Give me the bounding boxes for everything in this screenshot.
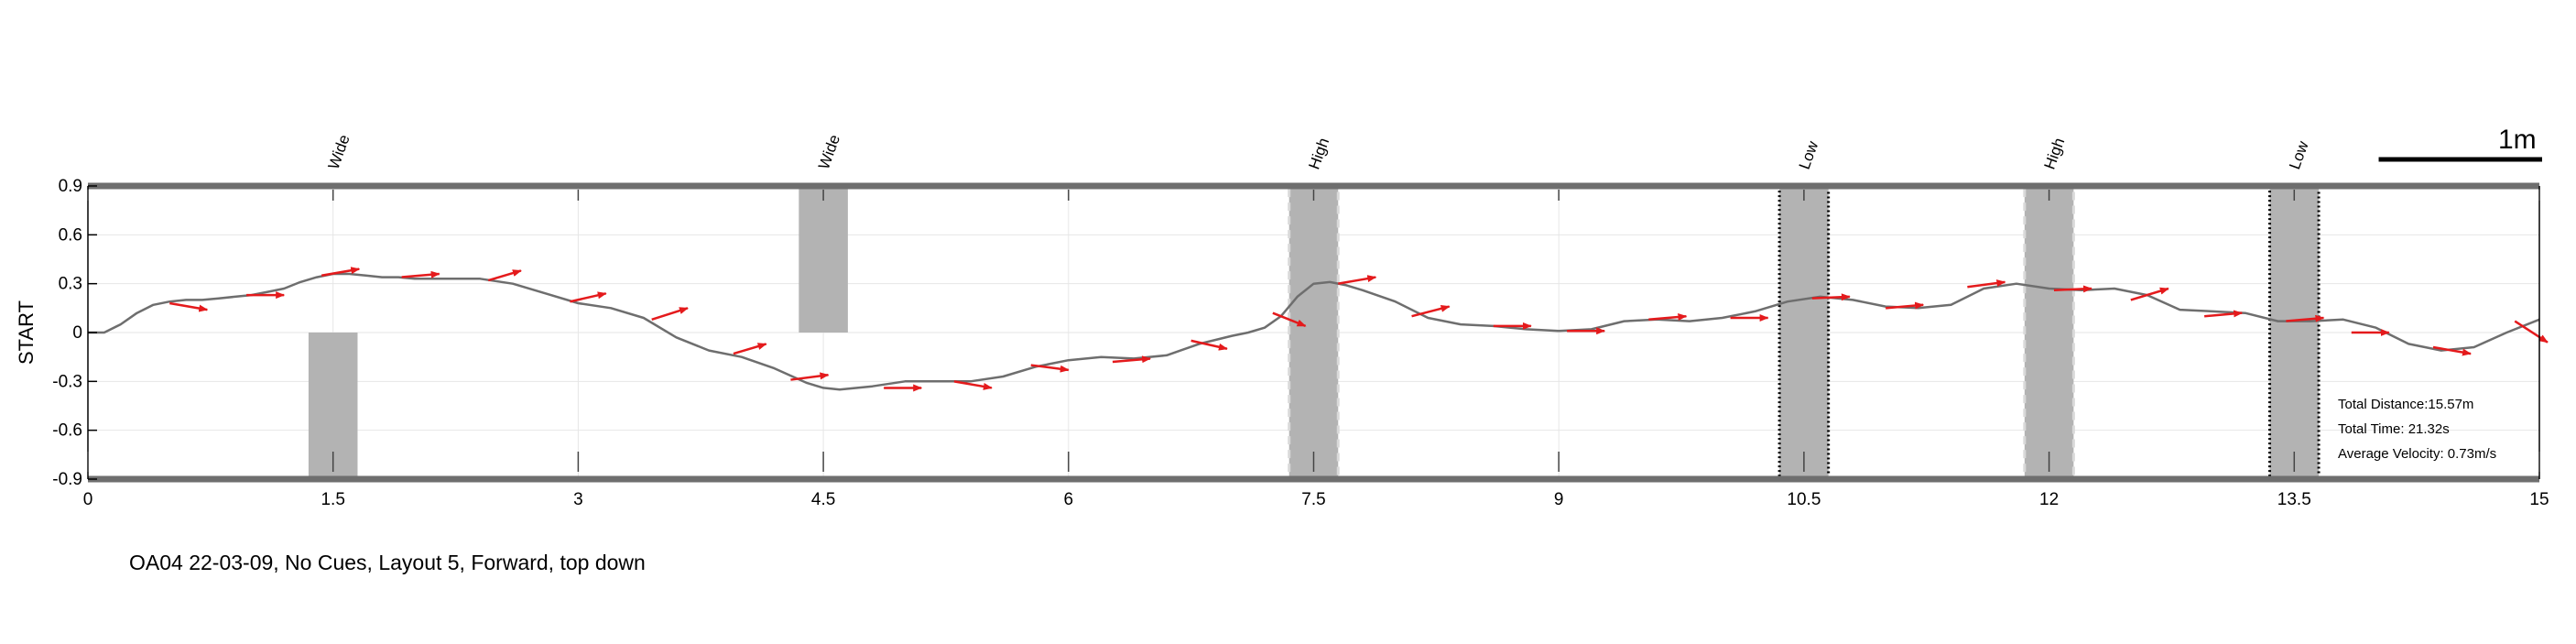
y-tick-label: -0.9 xyxy=(52,470,82,489)
obstacle-label: Wide xyxy=(325,132,353,171)
heading-arrow xyxy=(1338,275,1377,285)
heading-arrow xyxy=(2053,285,2093,293)
heading-arrow xyxy=(2204,310,2244,318)
heading-arrow xyxy=(2514,320,2549,344)
heading-arrow xyxy=(2130,287,2169,301)
y-tick-label: 0.6 xyxy=(59,225,82,245)
heading-arrow xyxy=(401,270,440,278)
y-tick-label: 0.3 xyxy=(59,275,82,294)
heading-arrow xyxy=(733,343,767,355)
figure-caption: OA04 22-03-09, No Cues, Layout 5, Forwar… xyxy=(129,551,646,574)
heading-arrow xyxy=(1811,293,1851,301)
heading-arrow xyxy=(1030,364,1070,373)
obstacle-6 xyxy=(2269,186,2320,479)
x-tick-label: 1.5 xyxy=(321,490,344,509)
heading-arrow xyxy=(1886,301,1925,310)
axes: 0 1.5 3 4.5 6 7.5 9 10.5 12 13.5 15 -0.9 -0.6 -0.3 0 0.… xyxy=(52,177,2549,509)
obstacles xyxy=(308,184,2321,481)
heading-arrows xyxy=(169,267,2549,392)
heading-arrow xyxy=(1648,313,1688,322)
heading-arrow xyxy=(1967,279,2006,289)
obstacle-label: Low xyxy=(2286,138,2312,171)
x-tick-label: 3 xyxy=(573,490,583,509)
y-tick-label: 0 xyxy=(72,323,82,343)
obstacle-label: Wide xyxy=(815,132,843,171)
obstacle-labels: Wide Wide High Low High Low xyxy=(325,132,2312,171)
heading-arrow xyxy=(570,291,607,303)
heading-arrow xyxy=(1190,339,1228,351)
obstacle-label: Low xyxy=(1796,138,1822,171)
y-tick-label: -0.3 xyxy=(52,372,82,391)
heading-arrow xyxy=(487,269,522,282)
obstacle-label: High xyxy=(2041,136,2069,171)
x-tick-label: 12 xyxy=(2039,490,2059,509)
scale-bar: 1m xyxy=(2378,125,2542,162)
x-tick-label: 6 xyxy=(1064,490,1074,509)
corridor-walls xyxy=(88,182,2539,483)
obstacle-label: High xyxy=(1305,136,1332,171)
stat-time: Total Time: 21.32s xyxy=(2338,421,2450,437)
heading-arrow xyxy=(169,301,209,312)
obstacle-2 xyxy=(799,186,848,333)
heading-arrow xyxy=(321,267,361,278)
obstacle-4 xyxy=(1779,186,1829,479)
x-tick-label: 10.5 xyxy=(1787,490,1821,509)
heading-arrow xyxy=(2286,314,2325,322)
x-tick-label: 4.5 xyxy=(811,490,835,509)
y-tick-label: 0.9 xyxy=(59,177,82,196)
stat-distance: Total Distance:15.57m xyxy=(2338,397,2473,412)
obstacle-border xyxy=(2023,184,2075,481)
heading-arrow xyxy=(953,380,993,390)
obstacle-3 xyxy=(1288,186,1339,479)
heading-arrow xyxy=(651,307,689,321)
heading-arrow xyxy=(790,372,830,381)
x-tick-label: 15 xyxy=(2529,490,2549,509)
heading-arrow xyxy=(1112,355,1152,364)
heading-arrow xyxy=(1272,311,1307,328)
obstacle-5 xyxy=(2024,186,2074,479)
y-tick-label: -0.6 xyxy=(52,421,82,441)
obstacle-border xyxy=(1288,184,1340,481)
scale-bar-label: 1m xyxy=(2498,125,2537,155)
heading-arrow xyxy=(2432,345,2473,356)
x-tick-label: 9 xyxy=(1554,490,1564,509)
y-axis-label: START xyxy=(15,300,38,365)
x-tick-label: 0 xyxy=(83,490,93,509)
stat-velocity: Average Velocity: 0.73m/s xyxy=(2338,446,2496,462)
x-tick-label: 7.5 xyxy=(1301,490,1325,509)
stats-box: Total Distance:15.57m Total Time: 21.32s… xyxy=(2338,397,2496,462)
x-tick-label: 13.5 xyxy=(2277,490,2311,509)
heading-arrow xyxy=(1411,304,1451,318)
